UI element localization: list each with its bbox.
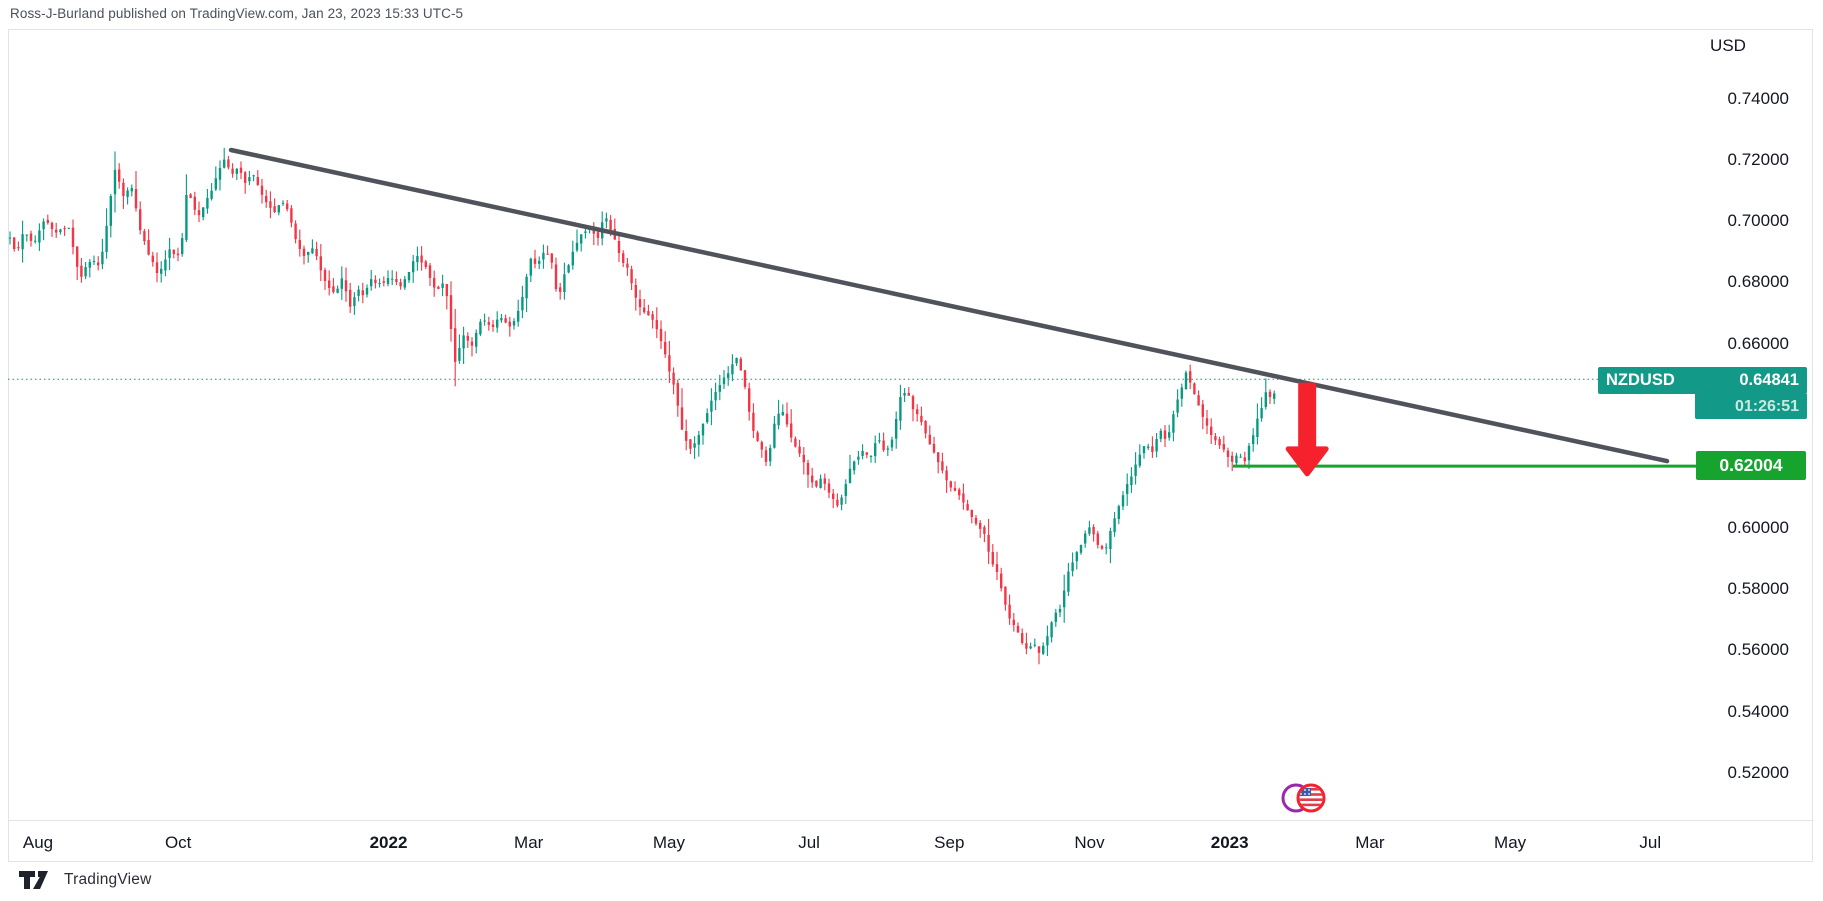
y-axis-tick: 0.68000 — [1727, 272, 1789, 292]
y-axis-tick: 0.70000 — [1727, 211, 1789, 231]
symbol-label: NZDUSD — [1606, 371, 1675, 389]
y-axis-tick: 0.66000 — [1727, 333, 1789, 353]
x-axis-label: May — [652, 833, 685, 852]
x-axis-label: 2023 — [1210, 833, 1249, 852]
x-axis-label: Aug — [22, 833, 54, 852]
y-axis-tick: 0.58000 — [1727, 578, 1789, 598]
countdown-value: 01:26:51 — [1734, 397, 1799, 415]
attribution-text: Ross-J-Burland published on TradingView.… — [10, 6, 464, 21]
footer: TradingView — [18, 869, 152, 891]
x-axis-label: Mar — [1355, 833, 1385, 852]
y-axis-tick: 0.72000 — [1727, 149, 1789, 169]
y-axis-tick: 0.56000 — [1727, 640, 1789, 660]
y-axis-tick: 0.52000 — [1727, 762, 1789, 782]
header-bar: Ross-J-Burland published on TradingView.… — [0, 0, 1823, 29]
x-axis-label: 2022 — [369, 833, 408, 852]
x-axis-label: Oct — [164, 833, 192, 852]
x-axis-label: Nov — [1074, 833, 1105, 852]
chart-plot-frame — [8, 29, 1813, 862]
x-axis-label: Jul — [1639, 833, 1662, 852]
tradingview-brand-text[interactable]: TradingView — [64, 871, 152, 888]
x-axis-separator — [8, 820, 1813, 821]
x-axis-label: May — [1494, 833, 1527, 852]
y-axis-tick: 0.54000 — [1727, 701, 1789, 721]
y-axis-tick: 0.74000 — [1727, 88, 1789, 108]
last-price-flag: NZDUSD 0.64841 — [1598, 367, 1807, 394]
last-price-value: 0.64841 — [1739, 371, 1799, 389]
bar-countdown-flag: 01:26:51 — [1695, 394, 1807, 419]
x-axis-label: Jul — [798, 833, 820, 852]
support-price-value: 0.62004 — [1719, 455, 1783, 475]
support-price-flag: 0.62004 — [1696, 451, 1806, 480]
x-axis-label: Mar — [514, 833, 544, 852]
tradingview-logo-icon[interactable] — [18, 870, 56, 890]
y-axis-tick: 0.60000 — [1727, 517, 1789, 537]
price-axis-currency-label: USD — [1710, 36, 1746, 55]
x-axis-label: Sep — [934, 833, 965, 852]
